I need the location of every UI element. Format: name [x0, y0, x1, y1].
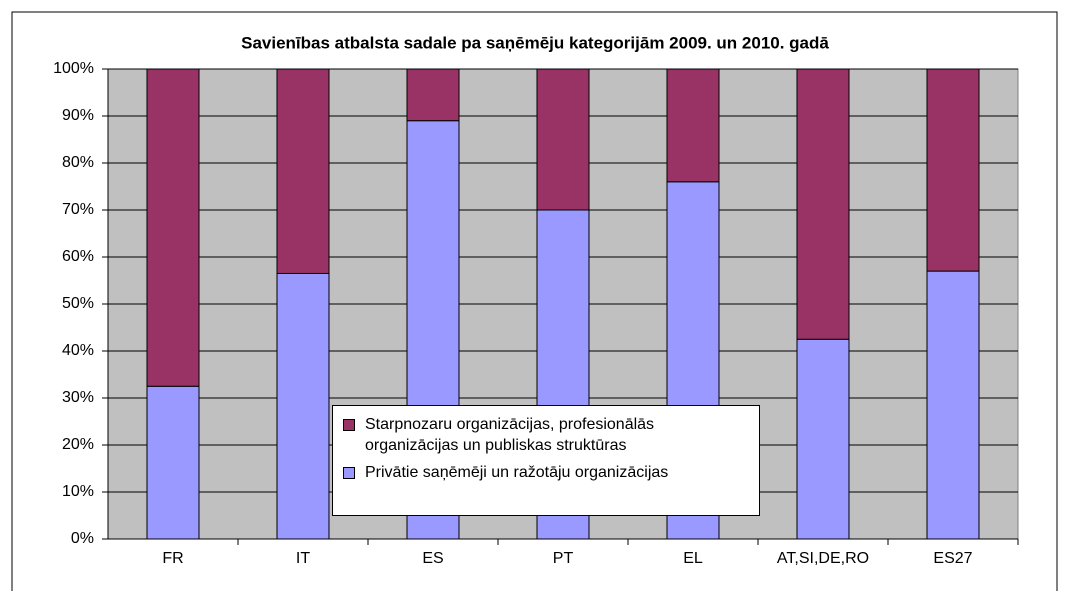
bar-segment	[926, 270, 980, 540]
y-tick-label: 40%	[62, 342, 94, 359]
bar-segment	[796, 68, 850, 340]
x-tick-label: AT,SI,DE,RO	[777, 550, 869, 567]
legend-entry: Starpnozaru organizācijas, profesionālās…	[343, 414, 749, 456]
x-tick-label: PT	[553, 550, 574, 567]
y-tick-label: 60%	[62, 248, 94, 265]
bar-segment	[276, 68, 330, 274]
legend-swatch	[343, 419, 355, 431]
y-tick-label: 80%	[62, 154, 94, 171]
bar-segment	[146, 68, 200, 387]
y-tick-label: 50%	[62, 295, 94, 312]
bar-segment	[926, 68, 980, 272]
y-tick-label: 90%	[62, 107, 94, 124]
y-tick-label: 0%	[71, 530, 94, 547]
x-tick-label: EL	[683, 550, 703, 567]
y-tick-label: 100%	[53, 60, 94, 77]
x-tick-label: ES27	[933, 550, 972, 567]
bar-segment	[406, 68, 460, 122]
legend-label: Privātie saņēmēji un ražotāju organizāci…	[365, 464, 669, 481]
x-tick-label: FR	[162, 550, 183, 567]
y-tick-label: 30%	[62, 389, 94, 406]
chart-title: Savienības atbalsta sadale pa saņēmēju k…	[241, 33, 829, 52]
y-tick-label: 10%	[62, 483, 94, 500]
bar-segment	[536, 68, 590, 211]
bar-segment	[666, 68, 720, 183]
legend-label: Starpnozaru organizācijas, profesionālās…	[365, 416, 655, 454]
bar-segment	[276, 272, 330, 540]
y-tick-label: 70%	[62, 201, 94, 218]
bar-segment	[796, 338, 850, 540]
x-tick-label: ES	[422, 550, 443, 567]
x-tick-label: IT	[296, 550, 310, 567]
y-tick-label: 20%	[62, 436, 94, 453]
bar-segment	[146, 385, 200, 540]
legend: Starpnozaru organizācijas, profesionālās…	[332, 405, 760, 516]
legend-swatch	[343, 467, 355, 479]
legend-entry: Privātie saņēmēji un ražotāju organizāci…	[343, 462, 749, 483]
